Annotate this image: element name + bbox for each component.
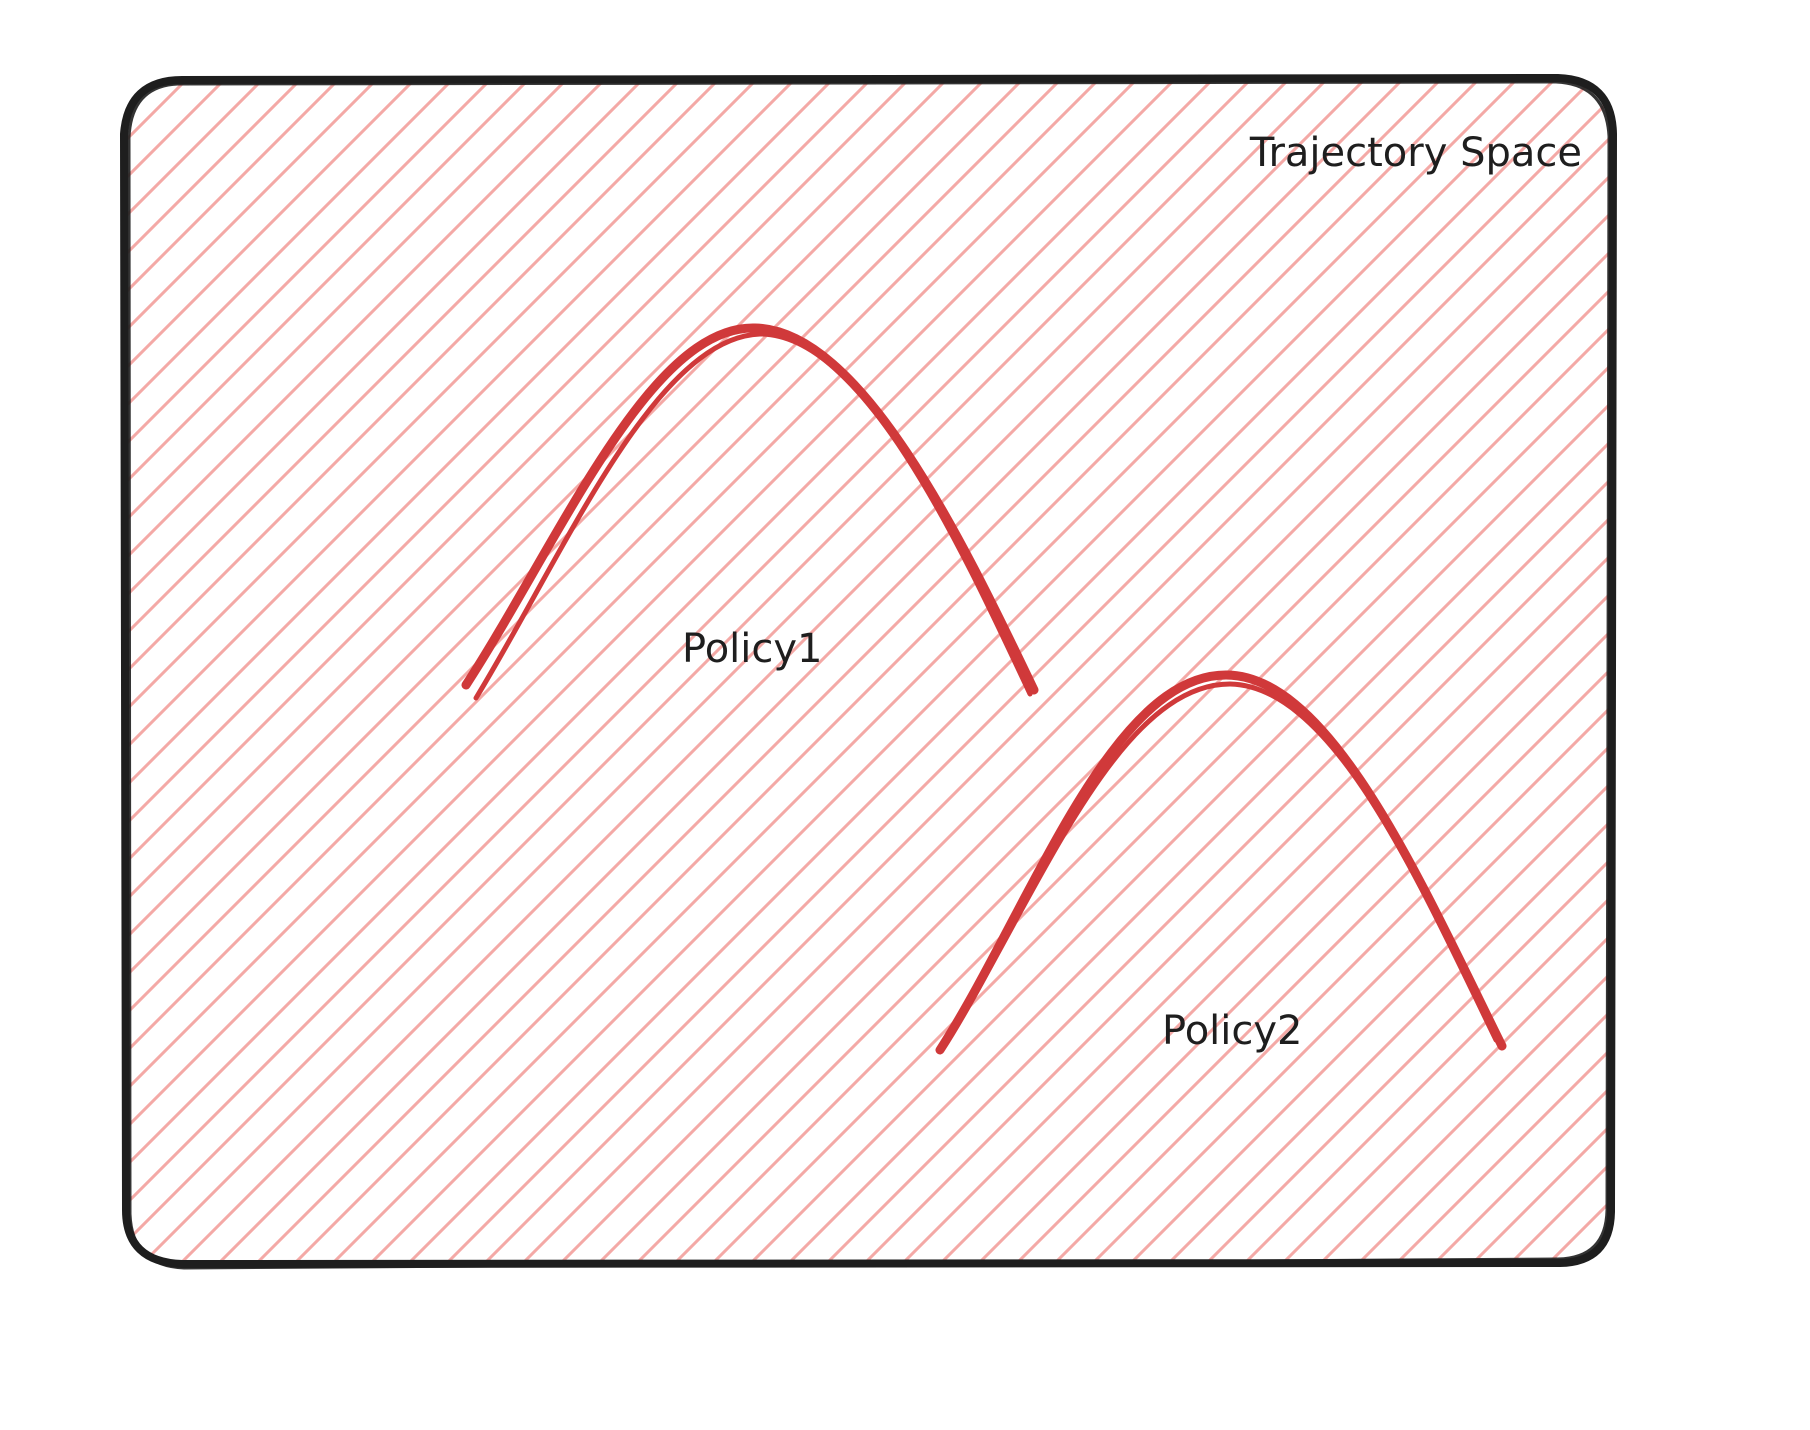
hatch-line	[126, 78, 648, 1262]
hatch-line	[826, 78, 1612, 1262]
hatch-line	[126, 78, 1066, 1262]
hatch-line	[0, 0, 38, 1300]
hatch-line	[1396, 78, 1612, 1262]
hatch-line	[126, 78, 990, 1262]
hatch-line	[446, 78, 1612, 1262]
hatch-line	[126, 78, 914, 1262]
hatch-line	[750, 78, 1612, 1262]
hatch-line	[1358, 78, 1612, 1262]
hatch-line	[1168, 78, 1612, 1262]
hatch-line	[126, 78, 1142, 1262]
hatch-line	[1586, 78, 1612, 1262]
hatch-line	[126, 78, 572, 1262]
hatch-line	[1702, 0, 1810, 1300]
hatch-line	[0, 0, 76, 1300]
hatch-line	[1282, 78, 1612, 1262]
hatch-line	[940, 78, 1612, 1262]
policy1-curve	[461, 323, 1039, 701]
hatch-line	[126, 78, 610, 1262]
hatch-line	[1092, 78, 1612, 1262]
hatch-line	[126, 78, 838, 1262]
hatch-line	[126, 78, 382, 1262]
hatch-line	[126, 78, 1408, 1262]
hatch-line	[560, 78, 1612, 1262]
trajectory-space-hatch-fill	[0, 0, 1810, 1300]
hatch-line	[636, 78, 1612, 1262]
hatch-line	[126, 78, 1180, 1262]
hatch-line	[126, 78, 496, 1262]
hatch-line	[180, 78, 1484, 1262]
hatch-line	[126, 78, 1332, 1262]
hatch-line	[126, 78, 344, 1262]
hatch-line	[126, 78, 1256, 1262]
hatch-line	[370, 78, 1612, 1262]
policy2-label: Policy2	[1162, 1008, 1303, 1054]
hatch-line	[1740, 0, 1810, 1300]
hatch-line	[126, 78, 1294, 1262]
hatch-line	[1054, 78, 1612, 1262]
hatch-line	[218, 78, 1522, 1262]
hatch-line	[408, 78, 1612, 1262]
hatch-line	[1016, 78, 1612, 1262]
hatch-line	[126, 78, 876, 1262]
hatch-line	[126, 78, 1104, 1262]
hatch-line	[126, 78, 800, 1262]
hatch-line	[712, 78, 1612, 1262]
hatch-line	[1244, 78, 1612, 1262]
hatch-line	[126, 78, 458, 1262]
hatch-line	[864, 78, 1612, 1262]
hatch-line	[0, 0, 114, 1300]
hatch-line	[598, 78, 1612, 1262]
hatch-line	[674, 78, 1612, 1262]
hatch-line	[126, 78, 1218, 1262]
hatch-line	[126, 78, 762, 1262]
hatch-line	[1206, 78, 1612, 1262]
hatch-line	[978, 78, 1612, 1262]
hatch-line	[332, 78, 1612, 1262]
hatch-line	[126, 78, 306, 1262]
hatch-line	[522, 78, 1612, 1262]
hatch-line	[126, 78, 230, 1262]
hatch-line	[126, 78, 192, 1262]
hatch-line	[1320, 78, 1612, 1262]
policy2-curve	[935, 670, 1507, 1055]
hatch-line	[256, 78, 1560, 1262]
hatch-line	[126, 78, 724, 1262]
hatch-line	[902, 78, 1612, 1262]
hatch-line	[126, 78, 534, 1262]
hatch-line	[1626, 0, 1810, 1300]
trajectory-space-border	[120, 74, 1617, 1270]
hatch-line	[1130, 78, 1612, 1262]
hatch-line	[126, 78, 1370, 1262]
hatch-line	[484, 78, 1612, 1262]
hatch-line	[126, 78, 686, 1262]
policy1-label: Policy1	[682, 626, 823, 672]
hatch-line	[126, 78, 952, 1262]
hatch-line	[1472, 78, 1612, 1262]
hatch-line	[1778, 0, 1810, 1300]
trajectory-space-label: Trajectory Space	[1249, 130, 1582, 176]
hatch-line	[294, 78, 1598, 1262]
hatch-line	[126, 78, 1028, 1262]
hatch-line	[126, 78, 420, 1262]
hatch-line	[788, 78, 1612, 1262]
hatch-line	[1664, 0, 1810, 1300]
hatch-line	[142, 78, 1446, 1262]
hatch-line	[1434, 78, 1612, 1262]
